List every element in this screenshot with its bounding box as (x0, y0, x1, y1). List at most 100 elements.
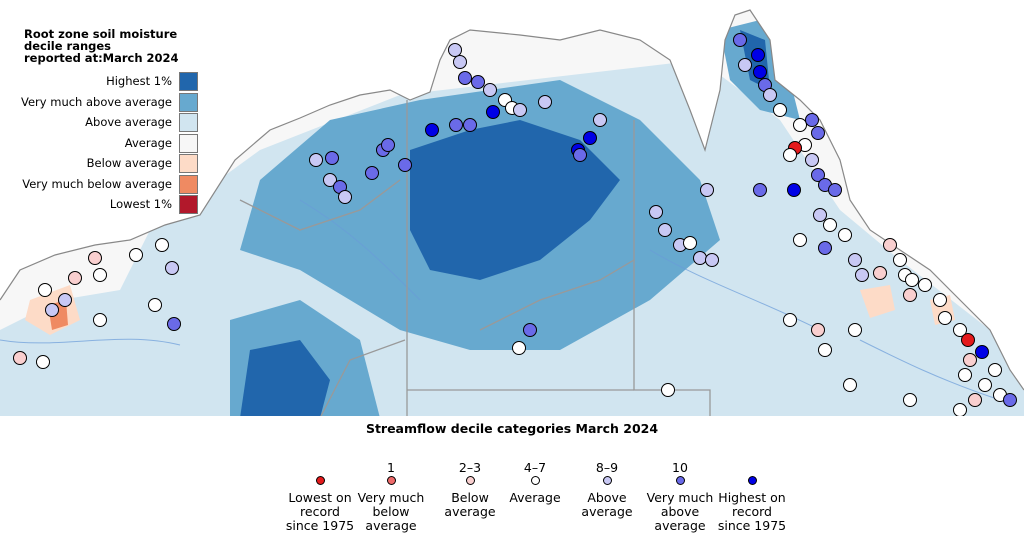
streamflow-station-marker (953, 403, 967, 417)
streamflow-station-marker (458, 71, 472, 85)
streamflow-legend-marker (602, 476, 612, 485)
soil-legend-swatch (179, 72, 198, 91)
streamflow-station-marker (448, 43, 462, 57)
streamflow-legend-decile: 2–3 (458, 460, 482, 475)
streamflow-station-marker (843, 378, 857, 392)
streamflow-station-marker (93, 313, 107, 327)
soil-legend-swatch (179, 195, 198, 214)
streamflow-station-marker (323, 173, 337, 187)
soil-legend-swatch (179, 154, 198, 173)
highest-region-sw (240, 340, 330, 418)
soil-legend-label: Below average (86, 156, 172, 170)
streamflow-legend-marker (530, 476, 540, 485)
soil-legend-swatch (179, 174, 198, 194)
streamflow-legend-label: Below average (444, 490, 496, 519)
streamflow-station-marker (165, 261, 179, 275)
streamflow-station-marker (733, 33, 747, 47)
streamflow-station-marker (425, 123, 439, 137)
streamflow-legend-item: 10 Very much above average (637, 460, 723, 533)
highest-region (410, 120, 620, 280)
below-average-patch-east (860, 285, 895, 318)
streamflow-station-marker (883, 238, 897, 252)
streamflow-station-marker (773, 103, 787, 117)
streamflow-station-marker (978, 378, 992, 392)
streamflow-station-marker (958, 368, 972, 382)
soil-legend-label: Lowest 1% (109, 197, 172, 211)
streamflow-station-marker (649, 205, 663, 219)
streamflow-legend-label: Lowest on record since 1975 (285, 490, 355, 533)
streamflow-station-marker (738, 58, 752, 72)
soil-legend-label: Above average (85, 115, 172, 129)
streamflow-station-marker (38, 283, 52, 297)
streamflow-station-marker (783, 148, 797, 162)
streamflow-station-marker (818, 343, 832, 357)
streamflow-station-marker (873, 266, 887, 280)
streamflow-station-marker (938, 311, 952, 325)
streamflow-station-marker (58, 293, 72, 307)
streamflow-station-marker (823, 218, 837, 232)
streamflow-station-marker (975, 345, 989, 359)
streamflow-station-marker (793, 233, 807, 247)
streamflow-station-marker (848, 253, 862, 267)
streamflow-station-marker (753, 183, 767, 197)
streamflow-station-marker (309, 153, 323, 167)
streamflow-legend-decile: 1 (387, 460, 395, 475)
streamflow-legend-title: Streamflow decile categories March 2024 (365, 421, 659, 436)
streamflow-station-marker (661, 383, 675, 397)
streamflow-station-marker (538, 95, 552, 109)
streamflow-station-marker (693, 251, 707, 265)
streamflow-station-marker (811, 323, 825, 337)
river-line (0, 199, 1001, 401)
streamflow-station-marker (838, 228, 852, 242)
streamflow-station-marker (813, 208, 827, 222)
streamflow-station-marker (453, 55, 467, 69)
streamflow-station-marker (483, 83, 497, 97)
streamflow-station-marker (68, 271, 82, 285)
streamflow-station-marker (903, 288, 917, 302)
streamflow-station-marker (811, 168, 825, 182)
streamflow-station-marker (933, 293, 947, 307)
streamflow-station-marker (88, 251, 102, 265)
streamflow-station-marker (148, 298, 162, 312)
streamflow-legend-item: Lowest on record since 1975 (277, 460, 363, 533)
soil-legend-swatch (179, 113, 198, 132)
streamflow-station-marker (486, 105, 500, 119)
streamflow-station-marker (513, 103, 527, 117)
streamflow-station-marker (953, 323, 967, 337)
streamflow-station-marker (338, 190, 352, 204)
streamflow-station-marker (793, 118, 807, 132)
streamflow-legend-label: Average (509, 490, 561, 505)
streamflow-legend-item: 2–3 Below average (427, 460, 513, 519)
streamflow-station-marker (45, 303, 59, 317)
streamflow-legend-label: Very much below average (357, 490, 425, 533)
streamflow-legend-item: Highest on record since 1975 (709, 460, 795, 533)
soil-moisture-map (0, 9, 1024, 418)
streamflow-legend-label: Above average (581, 490, 633, 519)
streamflow-legend-marker (675, 476, 685, 485)
streamflow-station-marker (968, 393, 982, 407)
streamflow-legend-item: 4–7 Average (492, 460, 578, 505)
streamflow-station-marker (705, 253, 719, 267)
streamflow-station-marker (961, 333, 975, 347)
streamflow-station-marker (167, 317, 181, 331)
streamflow-station-marker (512, 341, 526, 355)
streamflow-station-marker (13, 351, 27, 365)
streamflow-station-marker (381, 138, 395, 152)
streamflow-station-marker (751, 48, 765, 62)
streamflow-station-marker (129, 248, 143, 262)
streamflow-station-marker (903, 393, 917, 407)
streamflow-legend-label: Very much above average (646, 490, 714, 533)
streamflow-legend-decile: 8–9 (595, 460, 619, 475)
streamflow-station-marker (325, 151, 339, 165)
streamflow-legend-decile (709, 460, 795, 476)
streamflow-legend-item: 1 Very much below average (348, 460, 434, 533)
streamflow-station-marker (805, 153, 819, 167)
streamflow-legend-marker (386, 476, 396, 485)
streamflow-station-marker (753, 65, 767, 79)
soil-legend-label: Average (124, 135, 172, 150)
streamflow-station-marker (449, 118, 463, 132)
streamflow-station-marker (93, 268, 107, 282)
streamflow-station-marker (1003, 393, 1017, 407)
streamflow-station-marker (683, 236, 697, 250)
streamflow-station-marker (787, 183, 801, 197)
